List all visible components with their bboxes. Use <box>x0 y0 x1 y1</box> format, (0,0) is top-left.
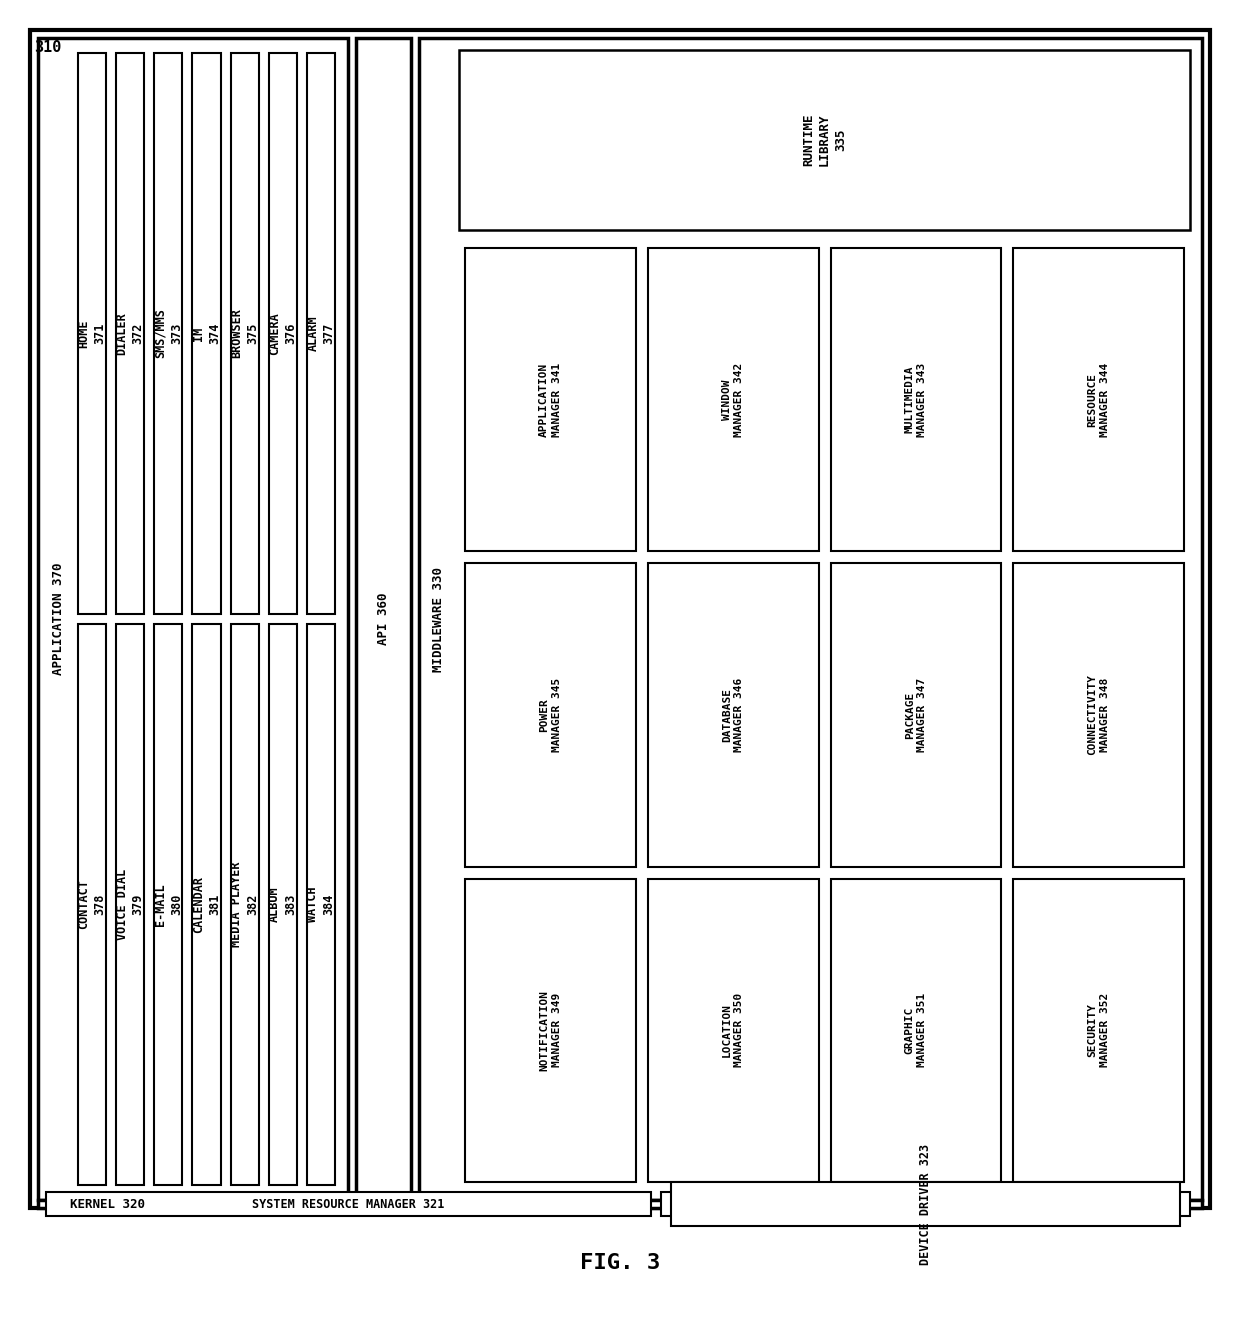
Text: ALBUM
383: ALBUM 383 <box>268 887 298 923</box>
Text: WATCH
384: WATCH 384 <box>306 887 336 923</box>
Text: NOTIFICATION
MANAGER 349: NOTIFICATION MANAGER 349 <box>539 990 562 1070</box>
Bar <box>306 53 335 614</box>
Text: GRAPHIC
MANAGER 351: GRAPHIC MANAGER 351 <box>905 994 928 1068</box>
Bar <box>459 50 1190 231</box>
Text: SECURITY
MANAGER 352: SECURITY MANAGER 352 <box>1087 994 1110 1068</box>
Text: RUNTIME
LIBRARY
335: RUNTIME LIBRARY 335 <box>802 113 847 166</box>
Bar <box>831 563 1001 867</box>
Bar <box>671 1182 1180 1226</box>
Text: ALARM
377: ALARM 377 <box>306 316 336 352</box>
Bar <box>231 623 259 1185</box>
Text: DIALER
372: DIALER 372 <box>115 312 145 355</box>
Bar <box>1013 248 1184 551</box>
Bar <box>269 53 296 614</box>
Text: PACKAGE
MANAGER 347: PACKAGE MANAGER 347 <box>905 677 928 753</box>
Bar <box>1013 879 1184 1182</box>
Text: SYSTEM RESOURCE MANAGER 321: SYSTEM RESOURCE MANAGER 321 <box>253 1198 445 1210</box>
Text: CALENDAR
381: CALENDAR 381 <box>192 876 221 933</box>
Text: APPLICATION 370: APPLICATION 370 <box>52 563 64 675</box>
Bar <box>465 563 636 867</box>
Bar <box>306 623 335 1185</box>
Bar <box>647 563 818 867</box>
Text: E-MAIL
380: E-MAIL 380 <box>154 883 182 925</box>
Text: WINDOW
MANAGER 342: WINDOW MANAGER 342 <box>722 362 744 436</box>
Text: 310: 310 <box>35 41 62 55</box>
Bar <box>831 248 1001 551</box>
Bar <box>269 623 296 1185</box>
Bar <box>78 623 107 1185</box>
Bar <box>231 53 259 614</box>
Bar <box>647 879 818 1182</box>
Text: DEVICE DRIVER 323: DEVICE DRIVER 323 <box>919 1144 932 1264</box>
Bar <box>647 248 818 551</box>
Bar <box>419 38 1202 1199</box>
Bar <box>38 38 348 1199</box>
Bar <box>154 623 182 1185</box>
Text: APPLICATION
MANAGER 341: APPLICATION MANAGER 341 <box>539 362 562 436</box>
Bar <box>465 879 636 1182</box>
Bar <box>78 53 107 614</box>
Text: RESOURCE
MANAGER 344: RESOURCE MANAGER 344 <box>1087 362 1110 436</box>
Text: API 360: API 360 <box>377 593 391 646</box>
Text: KERNEL 320: KERNEL 320 <box>71 1198 145 1210</box>
Text: POWER
MANAGER 345: POWER MANAGER 345 <box>539 677 562 753</box>
Bar <box>192 53 221 614</box>
Text: CONNECTIVITY
MANAGER 348: CONNECTIVITY MANAGER 348 <box>1087 675 1110 755</box>
Bar <box>38 1199 1202 1209</box>
Text: MEDIA PLAYER
382: MEDIA PLAYER 382 <box>231 862 259 948</box>
Bar <box>30 30 1210 1209</box>
Text: MULTIMEDIA
MANAGER 343: MULTIMEDIA MANAGER 343 <box>905 362 928 436</box>
Text: VOICE DIAL
379: VOICE DIAL 379 <box>115 869 145 940</box>
Bar <box>661 1191 1190 1217</box>
Text: CAMERA
376: CAMERA 376 <box>268 312 298 355</box>
Bar <box>1013 563 1184 867</box>
Text: MIDDLEWARE 330: MIDDLEWARE 330 <box>433 567 445 671</box>
Bar <box>117 623 144 1185</box>
Text: HOME
371: HOME 371 <box>78 319 107 348</box>
Bar <box>356 38 410 1199</box>
Text: SMS/MMS
373: SMS/MMS 373 <box>154 308 182 358</box>
Bar <box>46 1191 651 1217</box>
Text: BROWSER
375: BROWSER 375 <box>231 308 259 358</box>
Bar <box>192 623 221 1185</box>
Text: CONTACT
378: CONTACT 378 <box>78 879 107 929</box>
Bar <box>154 53 182 614</box>
Bar <box>117 53 144 614</box>
Text: LOCATION
MANAGER 350: LOCATION MANAGER 350 <box>722 994 744 1068</box>
Text: DATABASE
MANAGER 346: DATABASE MANAGER 346 <box>722 677 744 753</box>
Text: FIG. 3: FIG. 3 <box>580 1253 660 1273</box>
Bar <box>831 879 1001 1182</box>
Bar <box>465 248 636 551</box>
Text: IM
374: IM 374 <box>192 323 221 344</box>
